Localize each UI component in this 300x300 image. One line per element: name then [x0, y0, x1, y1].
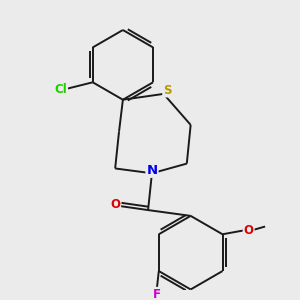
- Text: F: F: [153, 288, 161, 300]
- Text: N: N: [146, 164, 158, 177]
- Text: Cl: Cl: [54, 82, 67, 96]
- Text: S: S: [163, 83, 172, 97]
- Text: O: O: [244, 224, 254, 237]
- Text: O: O: [110, 198, 120, 211]
